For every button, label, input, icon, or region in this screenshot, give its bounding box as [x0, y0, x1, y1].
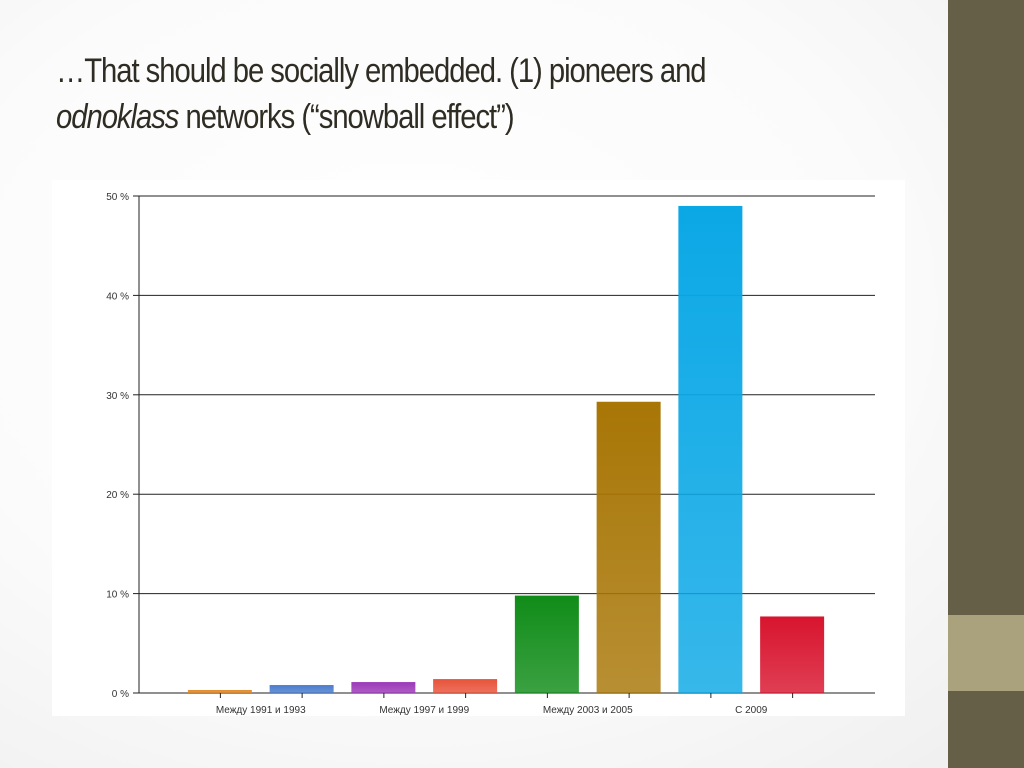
y-tick-label: 0 % [112, 689, 129, 700]
bar [760, 616, 825, 693]
bar [514, 595, 579, 693]
y-tick-label: 50 % [106, 192, 129, 203]
side-accent [948, 615, 1024, 691]
x-tick-label: Между 1997 и 1999 [379, 705, 469, 716]
title-suffix: networks (“snowball effect”) [178, 98, 514, 136]
y-tick-label: 30 % [106, 391, 129, 402]
bar-chart: 0 % 10 % 20 % 30 % 40 % 50 % Между 1991 и 1993… [52, 180, 905, 716]
y-tick-label: 40 % [106, 291, 129, 302]
bar [187, 690, 252, 693]
x-tick-label: Между 1991 и 1993 [216, 705, 306, 716]
slide-title: …That should be socially embedded. (1) p… [56, 48, 813, 140]
x-tick-label: Между 2003 и 2005 [543, 705, 633, 716]
x-tick-label: С 2009 [735, 705, 768, 716]
bar [678, 205, 743, 693]
y-tick-label: 10 % [106, 590, 129, 601]
y-tick-label: 20 % [106, 490, 129, 501]
bar [351, 682, 416, 693]
bar [433, 679, 498, 693]
title-prefix: …That should be socially embedded. (1) p… [56, 52, 707, 90]
bar-chart-svg: 0 % 10 % 20 % 30 % 40 % 50 % Между 1991 и 1993… [106, 192, 875, 716]
title-italic: odnoklass [56, 98, 179, 136]
bar [269, 685, 334, 693]
bar [596, 401, 661, 693]
